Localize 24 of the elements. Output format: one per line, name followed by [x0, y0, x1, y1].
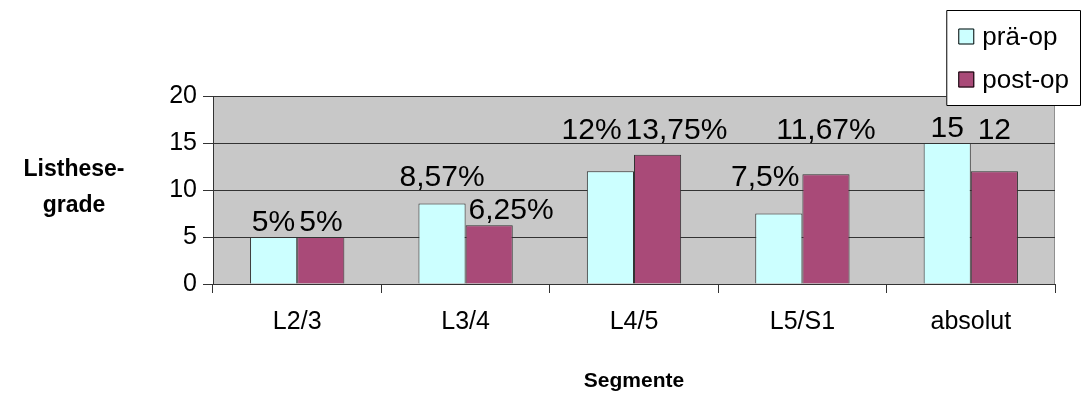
legend-label: prä-op: [982, 20, 1058, 51]
data-label: 5%: [251, 204, 296, 237]
data-label: 8,57%: [399, 159, 485, 192]
data-label: 15: [930, 110, 964, 143]
x-tick-label: L3/4: [441, 305, 491, 334]
x-tick-label: L4/5: [609, 305, 659, 334]
data-label: 7,5%: [731, 159, 800, 192]
x-tick-label: L2/3: [272, 305, 322, 334]
data-label: 12: [977, 112, 1012, 145]
x-tick-label: absolut: [930, 305, 1012, 334]
y-axis-title: Listhese-grade: [22, 154, 126, 219]
data-label: 13,75%: [625, 112, 728, 145]
x-axis-title: Segmente: [583, 368, 685, 392]
y-tick-label: 5: [183, 220, 197, 249]
y-tick-label: 15: [169, 126, 197, 155]
data-label: 11,67%: [776, 112, 876, 145]
legend-label: post-op: [982, 63, 1070, 94]
y-tick-label: 20: [169, 79, 197, 108]
data-label: 12%: [561, 112, 622, 145]
x-tick-label: L5/S1: [769, 305, 836, 334]
y-tick-label: 10: [169, 173, 197, 202]
y-tick-label: 0: [183, 267, 197, 296]
data-label: 5%: [299, 204, 343, 237]
data-label: 6,25%: [468, 192, 554, 226]
